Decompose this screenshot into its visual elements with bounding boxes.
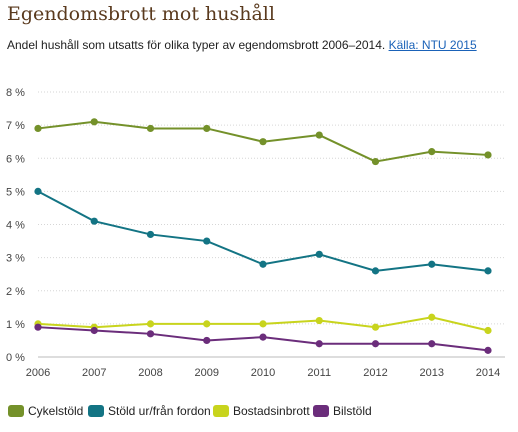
data-point[interactable] [315, 131, 323, 139]
legend-item[interactable]: Bostadsinbrott [213, 403, 310, 418]
y-tick-label: 6 % [6, 153, 25, 165]
data-point[interactable] [146, 330, 155, 338]
source-link[interactable]: Källa: NTU 2015 [388, 38, 477, 52]
series-line [37, 190, 489, 272]
data-point[interactable] [34, 323, 42, 331]
data-point[interactable] [203, 336, 211, 345]
data-point[interactable] [371, 340, 380, 348]
y-tick-label: 8 % [6, 87, 25, 99]
data-point[interactable] [484, 326, 492, 335]
series-lines [37, 120, 489, 352]
legend-swatch [213, 404, 229, 417]
data-point[interactable] [259, 260, 267, 268]
data-point[interactable] [146, 320, 155, 328]
data-point[interactable] [371, 157, 380, 166]
legend-label: Bostadsinbrott [233, 403, 310, 418]
data-point[interactable] [484, 151, 492, 159]
x-axis-ticks: 2006 2007 2008 2009 2010 2011 2012 2013 2014 [26, 367, 500, 379]
x-tick-label: 2013 [420, 367, 444, 379]
legend-swatch [88, 404, 104, 417]
data-point[interactable] [484, 346, 492, 354]
legend-label: Cykelstöld [28, 403, 84, 418]
x-tick-label: 2010 [251, 367, 275, 379]
legend-item[interactable]: Stöld ur/från fordon [88, 403, 211, 418]
data-point[interactable] [34, 124, 42, 133]
data-point[interactable] [315, 340, 323, 348]
x-tick-label: 2008 [138, 367, 162, 379]
legend-label: Bilstöld [333, 403, 372, 418]
data-point[interactable] [259, 138, 267, 146]
x-tick-label: 2014 [476, 367, 500, 379]
data-point[interactable] [371, 323, 380, 331]
data-point[interactable] [259, 333, 267, 341]
x-tick-label: 2009 [195, 367, 219, 379]
data-point[interactable] [428, 260, 436, 268]
data-point[interactable] [146, 230, 155, 239]
legend-swatch [313, 404, 329, 417]
data-point[interactable] [203, 237, 211, 245]
y-axis-ticks: 0 % 1 % 2 % 3 % 4 % 5 % 6 % 7 % 8 % [6, 87, 25, 364]
y-tick-label: 0 % [6, 352, 25, 364]
y-tick-label: 1 % [6, 319, 25, 331]
data-point[interactable] [371, 267, 380, 275]
x-tick-label: 2007 [82, 367, 106, 379]
grid-lines [38, 91, 505, 358]
data-point[interactable] [259, 320, 267, 328]
x-tick-label: 2012 [363, 367, 387, 379]
data-point[interactable] [315, 250, 323, 258]
subtitle-text: Andel hushåll som utsatts för olika type… [7, 38, 386, 52]
series-points [34, 118, 492, 354]
legend-item[interactable]: Bilstöld [313, 403, 372, 418]
line-chart: 0 % 1 % 2 % 3 % 4 % 5 % 6 % 7 % 8 % 2006 2007 2008… [6, 87, 505, 379]
data-point[interactable] [428, 340, 436, 348]
chart-title: Egendomsbrott mot hushåll [7, 3, 275, 25]
data-point[interactable] [315, 316, 323, 325]
y-tick-label: 4 % [6, 220, 25, 232]
y-tick-label: 5 % [6, 186, 25, 198]
data-point[interactable] [203, 124, 211, 133]
data-point[interactable] [203, 320, 211, 328]
data-point[interactable] [146, 124, 155, 133]
data-point[interactable] [428, 148, 436, 156]
x-tick-label: 2006 [26, 367, 50, 379]
y-tick-label: 3 % [6, 253, 25, 265]
legend-label: Stöld ur/från fordon [108, 403, 211, 418]
data-point[interactable] [484, 267, 492, 275]
data-point[interactable] [428, 313, 436, 321]
legend-item[interactable]: Cykelstöld [8, 403, 83, 418]
data-point[interactable] [34, 187, 42, 195]
data-point[interactable] [90, 326, 98, 335]
data-point[interactable] [90, 118, 98, 126]
chart-subtitle: Andel hushåll som utsatts för olika type… [7, 38, 507, 52]
x-tick-label: 2011 [307, 367, 331, 379]
data-point[interactable] [90, 217, 98, 225]
y-tick-label: 7 % [6, 120, 25, 132]
legend-swatch [8, 404, 24, 417]
y-tick-label: 2 % [6, 286, 25, 298]
